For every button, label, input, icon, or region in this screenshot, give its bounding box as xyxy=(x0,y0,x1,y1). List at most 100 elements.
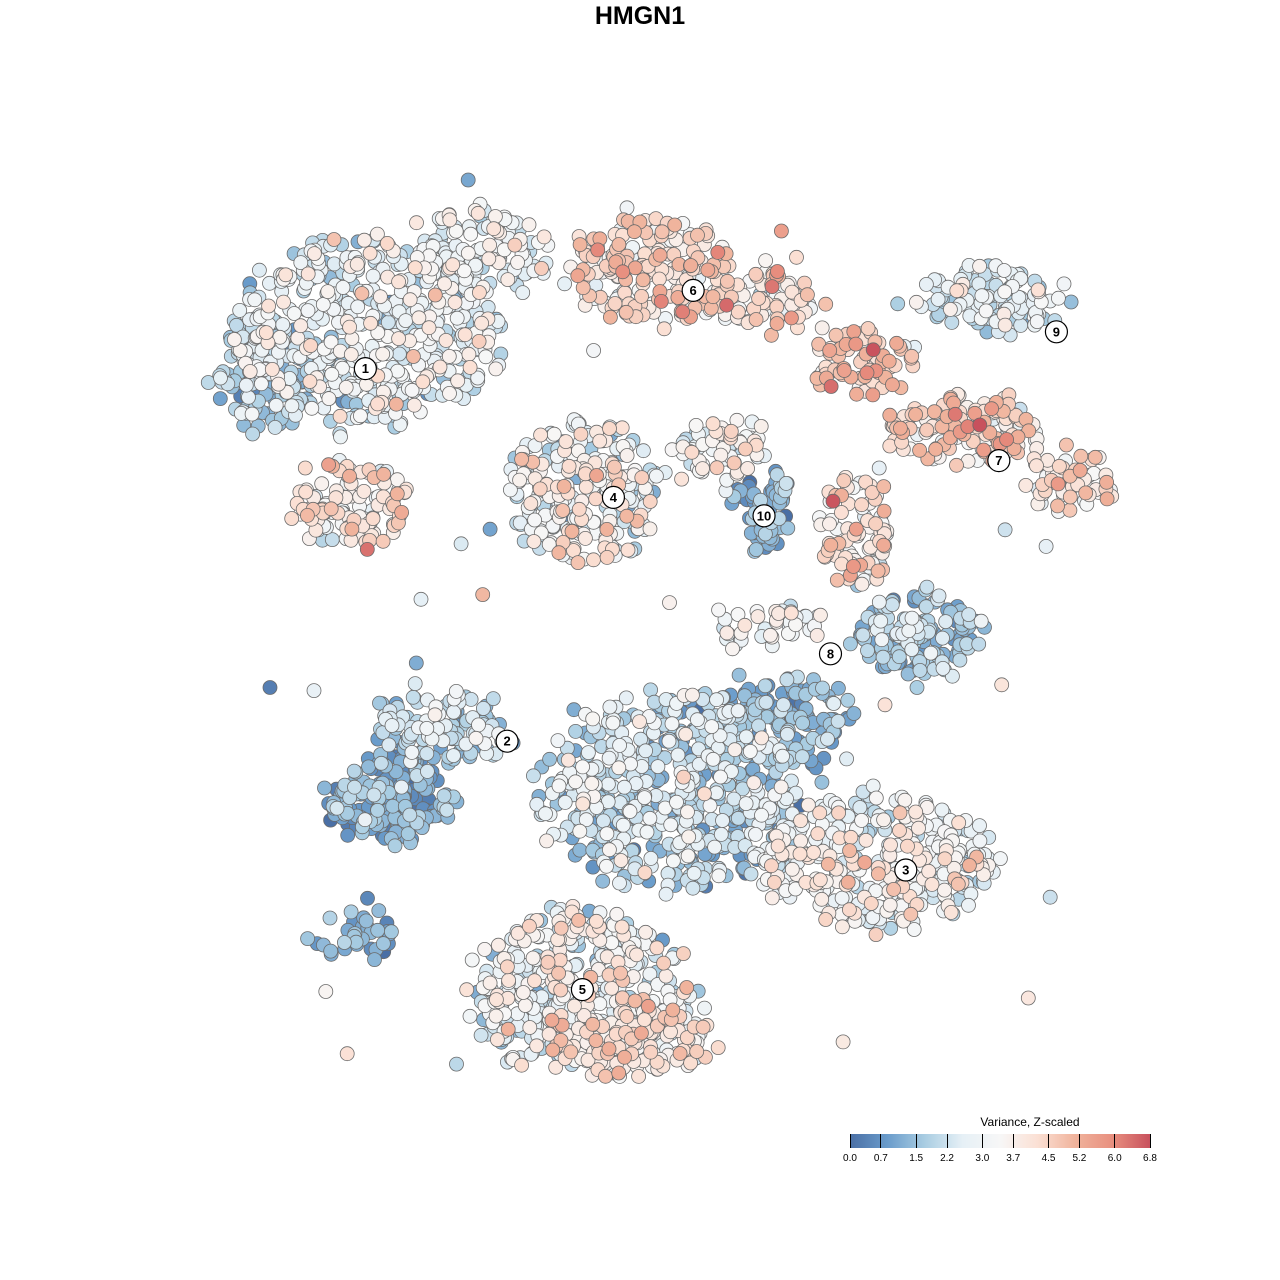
legend-tick-label: 6.8 xyxy=(1143,1153,1157,1164)
scatter-point xyxy=(482,521,498,537)
scatter-point xyxy=(462,1008,478,1024)
scatter-point xyxy=(710,1040,726,1055)
scatter-point xyxy=(679,980,695,995)
scatter-point xyxy=(346,763,362,779)
scatter-point xyxy=(286,306,302,321)
scatter-point xyxy=(685,880,701,896)
scatter-point xyxy=(560,752,576,768)
scatter-point xyxy=(391,274,407,290)
scatter-point xyxy=(972,417,988,433)
scatter-point xyxy=(365,511,381,526)
scatter-point xyxy=(271,376,286,392)
scatter-point xyxy=(1062,502,1078,518)
legend-tick-label: 2.2 xyxy=(940,1153,954,1164)
scatter-point xyxy=(792,846,808,862)
scatter-point xyxy=(681,829,697,845)
legend-tick-label: 1.5 xyxy=(909,1153,924,1164)
scatter-point xyxy=(642,494,658,509)
scatter-point xyxy=(306,683,322,698)
scatter-point xyxy=(557,276,572,292)
scatter-point xyxy=(526,768,541,784)
scatter-point xyxy=(855,627,871,643)
scatter-point xyxy=(449,1056,464,1072)
scatter-point xyxy=(921,863,937,879)
scatter-point xyxy=(321,457,337,473)
scatter-point xyxy=(820,856,836,872)
scatter-point xyxy=(771,606,786,621)
scatter-point xyxy=(643,682,658,698)
scatter-point xyxy=(663,817,679,833)
scatter-point xyxy=(871,594,887,610)
scatter-point xyxy=(589,913,604,929)
scatter-point xyxy=(427,707,443,723)
scatter-point xyxy=(359,542,375,557)
cluster-label-5: 5 xyxy=(570,977,595,1002)
scatter-point xyxy=(972,258,987,274)
scatter-point xyxy=(387,838,403,854)
scatter-point xyxy=(930,291,946,307)
scatter-point xyxy=(446,748,461,763)
scatter-point xyxy=(447,294,463,310)
scatter-point xyxy=(846,706,862,721)
scatter-point xyxy=(527,512,542,528)
scatter-point xyxy=(448,684,464,699)
scatter-point xyxy=(527,973,542,989)
scatter-point xyxy=(822,342,838,358)
scatter-point xyxy=(632,714,647,729)
scatter-point xyxy=(1073,448,1089,464)
scatter-point xyxy=(262,680,278,695)
scatter-point xyxy=(868,790,884,806)
cluster-label-text: 2 xyxy=(503,734,510,749)
scatter-point xyxy=(863,896,879,911)
scatter-point xyxy=(473,1027,489,1043)
scatter-point xyxy=(471,717,486,733)
scatter-point xyxy=(971,636,987,652)
scatter-point xyxy=(961,897,976,913)
scatter-point xyxy=(619,508,635,524)
legend-tick-mark xyxy=(946,1134,948,1148)
scatter-point xyxy=(551,778,567,794)
scatter-point xyxy=(812,805,828,821)
scatter-point xyxy=(438,332,454,348)
scatter-point xyxy=(814,774,830,790)
scatter-point xyxy=(590,242,606,258)
scatter-point xyxy=(713,827,729,842)
scatter-point xyxy=(300,266,316,282)
scatter-point xyxy=(601,1041,617,1057)
scatter-point xyxy=(710,244,726,260)
scatter-point xyxy=(615,817,631,833)
scatter-point xyxy=(709,692,724,708)
scatter-point xyxy=(814,320,830,336)
scatter-point xyxy=(653,293,669,309)
scatter-point xyxy=(293,318,309,334)
scatter-point xyxy=(442,385,457,401)
scatter-point xyxy=(333,429,348,445)
scatter-point xyxy=(303,338,319,354)
scatter-point xyxy=(908,804,924,820)
scatter-point xyxy=(481,251,497,267)
scatter-point xyxy=(885,377,900,393)
scatter-point xyxy=(725,641,740,657)
scatter-point xyxy=(539,833,554,849)
scatter-point xyxy=(892,823,907,838)
cluster-label-text: 8 xyxy=(827,646,834,661)
scatter-point xyxy=(1078,485,1094,501)
scatter-point xyxy=(651,271,667,287)
scatter-point xyxy=(568,724,583,739)
scatter-point xyxy=(363,315,379,331)
scatter-point xyxy=(439,802,455,818)
scatter-point xyxy=(360,890,375,906)
scatter-point xyxy=(278,267,294,283)
legend-tick-label: 3.0 xyxy=(975,1153,990,1164)
scatter-point xyxy=(1042,889,1058,905)
scatter-point xyxy=(615,990,630,1006)
scatter-point xyxy=(379,235,395,251)
legend-tick-mark xyxy=(849,1134,851,1148)
scatter-point xyxy=(570,555,586,570)
scatter-point xyxy=(474,315,490,331)
scatter-point xyxy=(688,417,704,433)
scatter-point xyxy=(212,391,228,407)
scatter-point xyxy=(367,952,382,967)
scatter-point xyxy=(317,780,332,796)
